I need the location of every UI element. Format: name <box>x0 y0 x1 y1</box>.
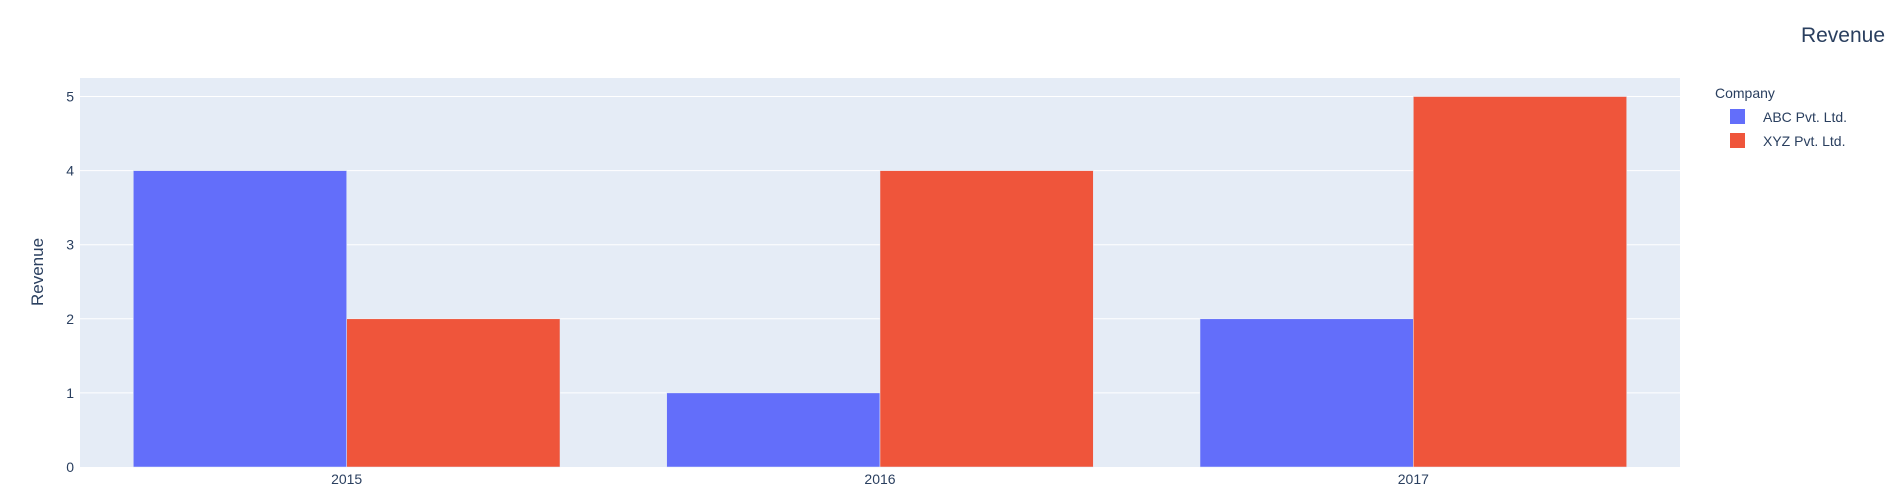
legend: Company ABC Pvt. Ltd. XYZ Pvt. Ltd. <box>1715 85 1847 149</box>
y-tick-label: 5 <box>66 89 74 105</box>
legend-label[interactable]: ABC Pvt. Ltd. <box>1763 109 1847 125</box>
bar-xyz-2017 <box>1413 96 1627 468</box>
x-axis-ticks: 2015 2016 2017 <box>331 471 1429 487</box>
legend-swatch[interactable] <box>1730 109 1745 124</box>
y-axis-ticks: 0 1 2 3 4 5 <box>66 89 74 475</box>
legend-swatch[interactable] <box>1730 133 1745 148</box>
legend-title: Company <box>1715 85 1775 101</box>
legend-item[interactable]: XYZ Pvt. Ltd. <box>1730 133 1845 149</box>
x-tick-label: 2015 <box>331 471 362 487</box>
x-tick-label: 2016 <box>864 471 895 487</box>
chart-title: Revenue <box>1801 24 1885 47</box>
bar-xyz-2015 <box>346 318 561 468</box>
bars <box>133 96 1627 468</box>
legend-label[interactable]: XYZ Pvt. Ltd. <box>1763 133 1845 149</box>
bar-xyz-2016 <box>879 170 1094 468</box>
y-tick-label: 2 <box>66 311 74 327</box>
bar-abc-2016 <box>666 392 881 468</box>
y-tick-label: 4 <box>66 163 74 179</box>
bar-abc-2015 <box>133 170 347 468</box>
y-axis-title: Revenue <box>28 238 47 306</box>
x-tick-label: 2017 <box>1398 471 1429 487</box>
y-tick-label: 0 <box>66 459 74 475</box>
legend-item[interactable]: ABC Pvt. Ltd. <box>1730 109 1847 125</box>
y-tick-label: 3 <box>66 237 74 253</box>
y-tick-label: 1 <box>66 385 74 401</box>
bar-abc-2017 <box>1199 318 1414 468</box>
